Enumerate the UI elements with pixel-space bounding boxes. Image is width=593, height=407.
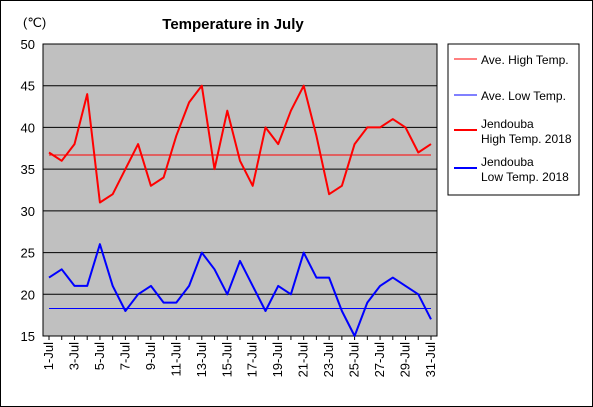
chart-title: Temperature in July bbox=[162, 16, 304, 33]
x-tick-label: 1-Jul bbox=[41, 342, 56, 370]
legend-label: Ave. High Temp. bbox=[481, 53, 569, 67]
x-tick-label: 17-Jul bbox=[245, 342, 260, 378]
x-tick-label: 27-Jul bbox=[372, 342, 387, 378]
y-tick-label: 20 bbox=[21, 287, 35, 302]
x-tick-label: 15-Jul bbox=[219, 342, 234, 378]
y-tick-label: 50 bbox=[21, 37, 35, 52]
x-tick-label: 9-Jul bbox=[143, 342, 158, 370]
legend-label: Jendouba Low Temp. 2018 bbox=[481, 155, 569, 184]
legend-label: Ave. Low Temp. bbox=[481, 89, 566, 103]
x-tick-label: 19-Jul bbox=[270, 342, 285, 378]
legend-label: Jendouba High Temp. 2018 bbox=[481, 117, 572, 146]
y-tick-label: 40 bbox=[21, 120, 35, 135]
y-tick-label: 15 bbox=[21, 329, 35, 344]
x-tick-label: 7-Jul bbox=[117, 342, 132, 370]
series-line-2 bbox=[48, 84, 432, 204]
legend-box bbox=[447, 43, 580, 196]
series-line-3 bbox=[48, 243, 432, 337]
x-tick-label: 21-Jul bbox=[296, 342, 311, 378]
y-tick-label: 35 bbox=[21, 162, 35, 177]
y-unit-label: (℃) bbox=[23, 15, 46, 30]
x-tick-label: 11-Jul bbox=[168, 342, 183, 377]
y-tick-label: 45 bbox=[21, 79, 35, 94]
x-tick-label: 3-Jul bbox=[66, 342, 81, 370]
x-tick-label: 25-Jul bbox=[347, 342, 362, 378]
y-tick-label: 25 bbox=[21, 246, 35, 261]
x-tick-label: 13-Jul bbox=[194, 342, 209, 378]
x-tick-label: 29-Jul bbox=[398, 342, 413, 378]
plot-area: 15 20 25 30 35 40 45 50 1-Jul 3-Jul 5-Jul 7-Jul 9-Ju… bbox=[21, 37, 438, 377]
legend: Ave. High Temp. Ave. Low Temp. Jendouba Hig… bbox=[447, 43, 580, 196]
x-tick-label: 31-Jul bbox=[423, 342, 438, 378]
y-tick-label: 30 bbox=[21, 204, 35, 219]
plot-background bbox=[42, 43, 438, 337]
x-tick-label: 5-Jul bbox=[92, 342, 107, 370]
x-tick-label: 23-Jul bbox=[321, 342, 336, 378]
